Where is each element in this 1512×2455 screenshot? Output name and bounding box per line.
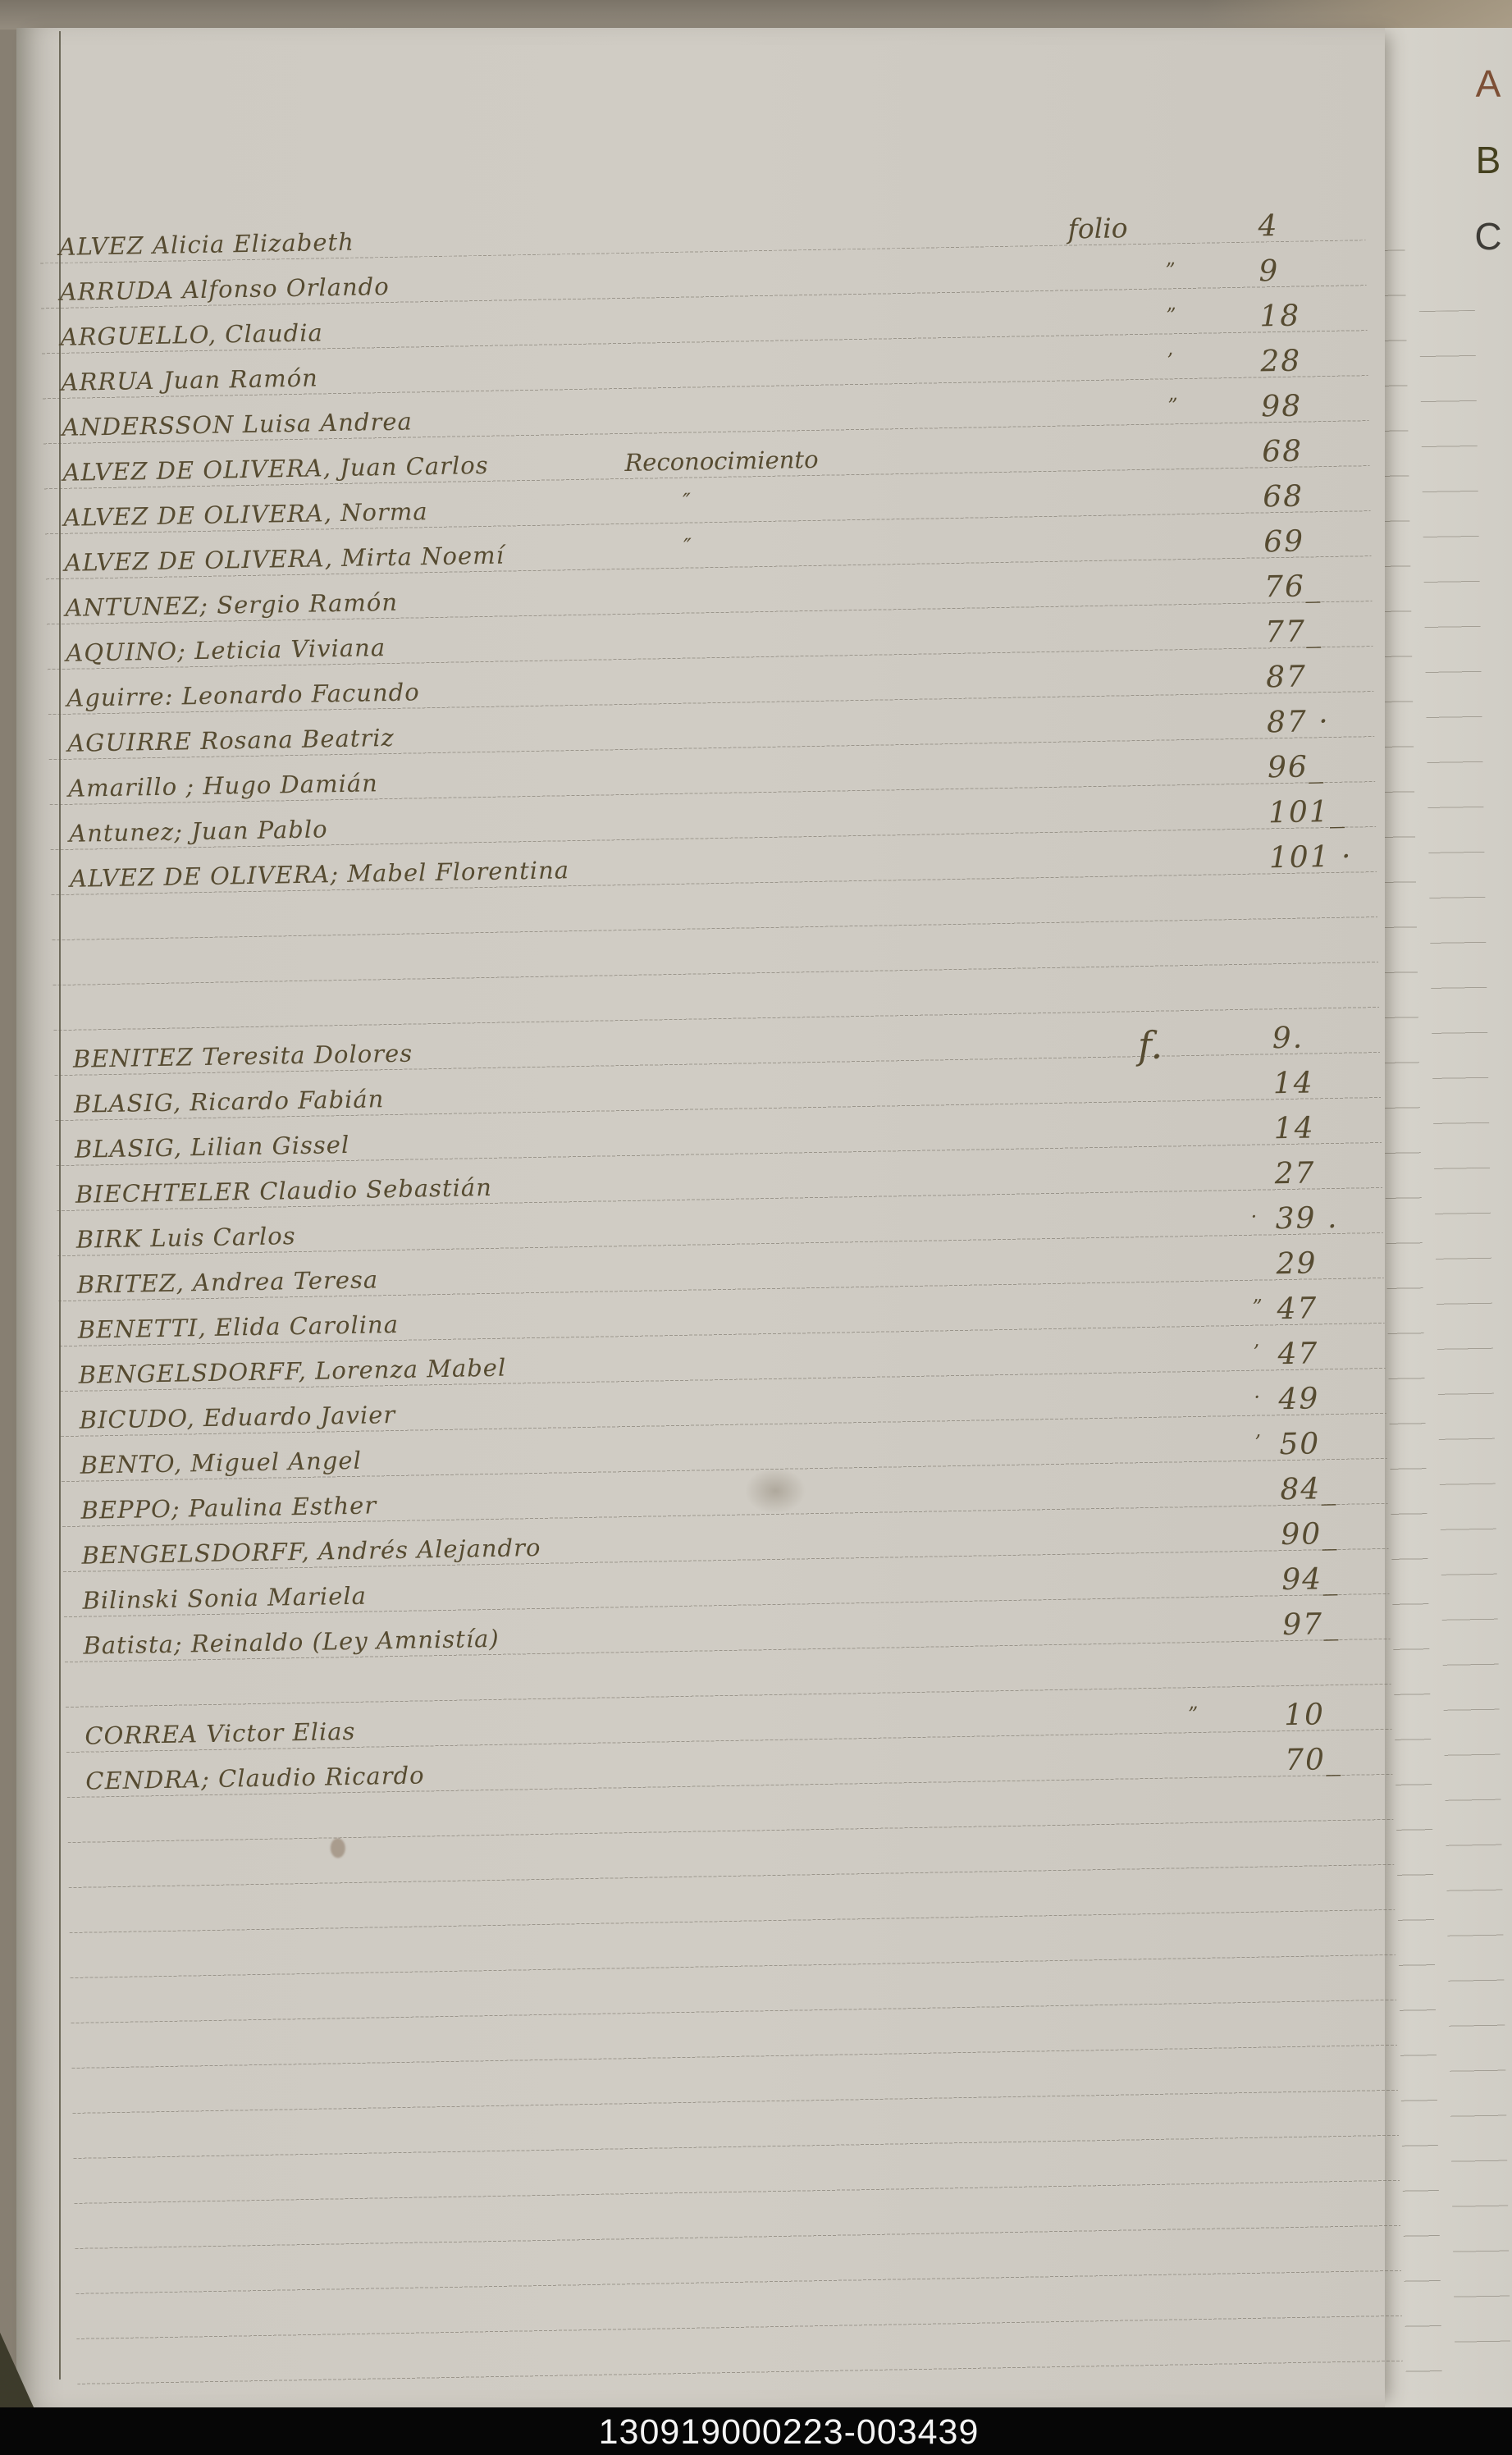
entry-name: ARGUELLO, Claudia	[60, 318, 324, 351]
folio-ditto-mark: ’	[1253, 1340, 1260, 1364]
scan-footer-bar	[0, 2407, 1512, 2455]
tab-a: A	[1475, 62, 1501, 105]
entry-name: BENGELSDORFF, Andrés Alejandro	[81, 1533, 541, 1570]
entry-folio-number: 10	[1283, 1698, 1326, 1733]
folio-ditto-mark: ”	[1167, 394, 1178, 418]
folio-ditto-mark: ·	[1254, 1385, 1261, 1409]
entry-name: ALVEZ DE OLIVERA; Mabel Florentina	[69, 856, 570, 893]
entry-folio-number: 68	[1262, 479, 1304, 514]
entry-name: AQUINO; Leticia Viviana	[66, 633, 386, 667]
entry-folio-number: 69	[1263, 524, 1305, 560]
entry-folio-number: 77_	[1264, 615, 1323, 650]
entry-name: BENITEZ Teresita Dolores	[72, 1039, 413, 1073]
entry-name: ARRUA Juan Ramón	[61, 363, 319, 396]
page-tilt-layer: ALVEZ Alicia Elizabeth folio 4 ARRUDA Al…	[0, 5, 1404, 2408]
folio-ditto-mark: ”	[1165, 258, 1176, 282]
paper-speck	[330, 1838, 346, 1858]
entry-name: BRITEZ, Andrea Teresa	[76, 1265, 379, 1299]
entry-note-ditto-mark: ″	[683, 534, 692, 560]
entry-name: ANTUNEZ; Sergio Ramón	[65, 587, 399, 622]
entry-name: Amarillo ; Hugo Damián	[67, 769, 379, 802]
entry-folio-number: 90_	[1280, 1516, 1339, 1552]
entry-name: ALVEZ DE OLIVERA, Norma	[63, 497, 428, 532]
entry-name: BEPPO; Paulina Esther	[80, 1491, 377, 1525]
entry-folio-number: 27	[1274, 1156, 1316, 1191]
entry-folio-number: 28	[1260, 344, 1302, 379]
entry-folio-number: 94_	[1281, 1561, 1340, 1598]
entry-name: ALVEZ Alicia Elizabeth	[58, 227, 355, 261]
entry-name: BLASIG, Ricardo Fabián	[73, 1085, 385, 1118]
entry-name: BENETTI, Elida Carolina	[77, 1310, 400, 1344]
tab-c: C	[1474, 215, 1502, 258]
entry-name: BIRK Luis Carlos	[75, 1222, 296, 1254]
entry-folio-number: 47	[1277, 1292, 1318, 1327]
entry-name: Batista; Reinaldo (Ley Amnistía)	[83, 1624, 500, 1660]
entry-folio-number: 97_	[1281, 1607, 1341, 1643]
entry-name: ANDERSSON Luisa Andrea	[62, 407, 413, 441]
entry-name: ALVEZ DE OLIVERA, Mirta Noemí	[64, 541, 505, 577]
entry-folio-number: 68	[1261, 434, 1304, 469]
entry-name: AGUIRRE Rosana Beatriz	[66, 723, 395, 757]
folio-label: f.	[1137, 1022, 1163, 1068]
entry-folio-number: 87	[1265, 660, 1308, 695]
entry-name: BENTO, Miguel Angel	[80, 1446, 363, 1479]
entry-name: BENGELSDORFF, Lorenza Mabel	[78, 1353, 507, 1389]
entry-name: CORREA Victor Elias	[85, 1717, 356, 1750]
entry-folio-number: 14	[1272, 1066, 1314, 1101]
entry-folio-number: 49	[1278, 1382, 1320, 1417]
entry-name: Antunez; Juan Pablo	[68, 815, 328, 848]
entry-folio-number: 29	[1276, 1246, 1318, 1282]
folio-ditto-mark: ·	[1250, 1205, 1258, 1228]
entry-folio-number: 9.	[1272, 1021, 1304, 1056]
folio-ditto-mark: ’	[1254, 1430, 1262, 1454]
entry-name: ALVEZ DE OLIVERA, Juan Carlos	[62, 450, 489, 487]
entry-folio-number: 50	[1279, 1427, 1321, 1462]
entry-name: ARRUDA Alfonso Orlando	[59, 272, 390, 306]
index-page: ALVEZ Alicia Elizabeth folio 4 ARRUDA Al…	[16, 28, 1404, 2407]
entry-note-ditto-mark: ″	[683, 489, 692, 514]
entry-name: BLASIG, Lilian Gissel	[74, 1130, 350, 1163]
entry-folio-number: 18	[1259, 299, 1301, 334]
entry-name: BIECHTELER Claudio Sebastián	[75, 1173, 493, 1209]
entry-folio-number: 76_	[1263, 569, 1322, 605]
entry-folio-number: 87 ·	[1266, 704, 1331, 740]
folio-ditto-mark: ’	[1167, 349, 1174, 373]
folio-label: folio	[1067, 212, 1128, 245]
entry-folio-number: 14	[1273, 1111, 1315, 1146]
folio-ditto-mark: ”	[1187, 1702, 1199, 1726]
entry-folio-number: 4	[1258, 208, 1279, 244]
entry-name: Aguirre: Leonardo Facundo	[66, 678, 420, 712]
index-rows: ALVEZ Alicia Elizabeth folio 4 ARRUDA Al…	[39, 5, 1402, 2407]
folio-ditto-mark: ”	[1252, 1295, 1263, 1319]
entry-folio-number: 84_	[1280, 1471, 1338, 1507]
tab-b: B	[1475, 139, 1501, 181]
entry-name: Bilinski Sonia Mariela	[82, 1581, 368, 1615]
entry-folio-number: 39 .	[1275, 1200, 1339, 1237]
entry-folio-number: 9	[1258, 254, 1280, 289]
entry-folio-number: 47	[1277, 1337, 1319, 1372]
entry-note: Reconocimiento	[624, 445, 819, 477]
entry-name: CENDRA; Claudio Ricardo	[85, 1761, 425, 1795]
entry-folio-number: 70_	[1284, 1742, 1343, 1778]
entry-folio-number: 98	[1261, 389, 1303, 424]
document-id: 130919000223-003439	[598, 2412, 980, 2452]
entry-folio-number: 96_	[1267, 750, 1326, 785]
entry-name: BICUDO, Eduardo Javier	[79, 1400, 396, 1434]
entry-folio-number: 101_	[1268, 794, 1347, 830]
entry-folio-number: 101 ·	[1268, 839, 1353, 875]
folio-ditto-mark: ”	[1166, 304, 1176, 327]
